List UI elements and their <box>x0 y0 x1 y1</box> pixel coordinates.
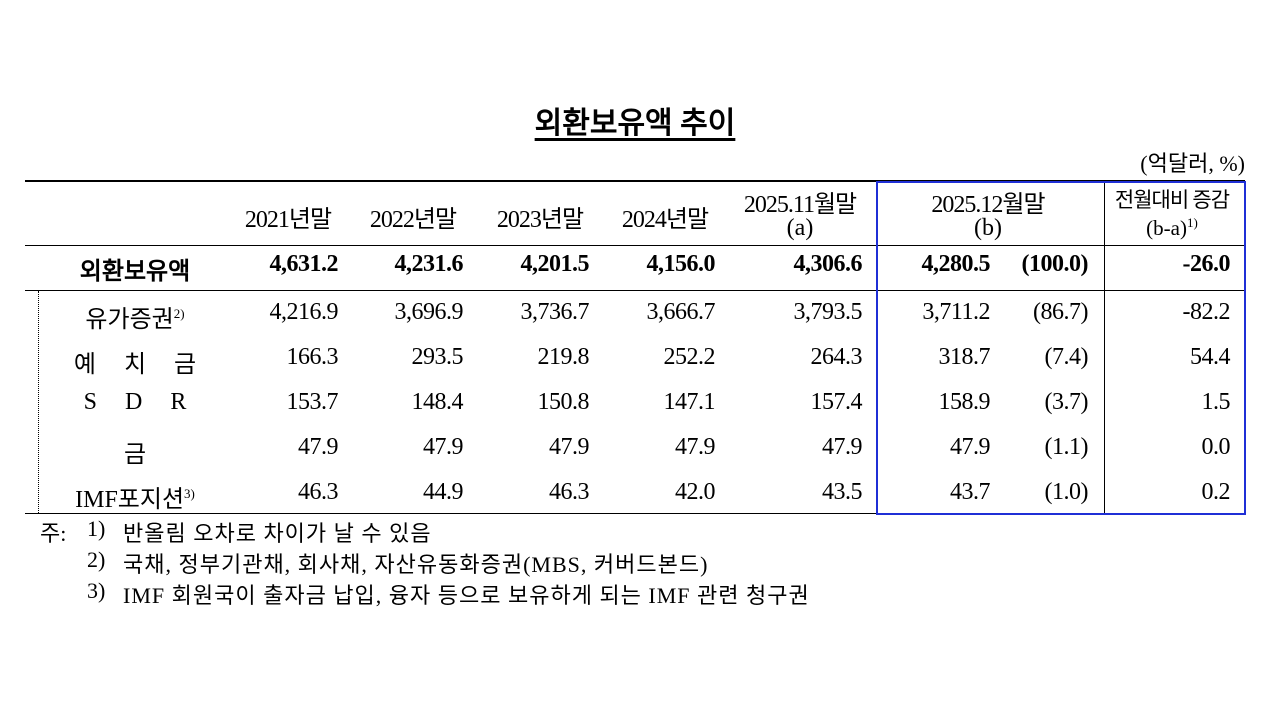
row-label: IMF포지션3) <box>40 479 230 514</box>
note-text: IMF 회원국이 출자금 납입, 융자 등으로 보유하게 되는 IMF 관련 청… <box>123 583 810 608</box>
cell: 47.9 <box>950 434 991 460</box>
cell: 4,306.6 <box>793 251 863 277</box>
row-label: S D R <box>40 389 230 416</box>
cell: 0.0 <box>1201 434 1231 460</box>
cell: (100.0) <box>1021 251 1089 277</box>
cell: 4,201.5 <box>520 251 590 277</box>
row-label-text: S D R <box>83 389 187 415</box>
cell: (1.0) <box>1044 479 1089 505</box>
row-label: 예 치 금 <box>40 344 230 379</box>
cell: 47.9 <box>822 434 863 460</box>
row-label-text: 유가증권 <box>85 307 174 333</box>
cell: 157.4 <box>810 389 863 415</box>
cell: 264.3 <box>810 344 863 370</box>
cell: 4,156.0 <box>646 251 716 277</box>
cell: 47.9 <box>549 434 590 460</box>
rule <box>25 290 1245 291</box>
cell: 4,216.9 <box>269 299 339 325</box>
cell: 318.7 <box>938 344 991 370</box>
row-label-text: 외환보유액 <box>79 259 191 285</box>
row-label: 외환보유액 <box>40 251 230 286</box>
column-header: (b-a)1) <box>1082 215 1262 241</box>
cell: 3,793.5 <box>793 299 863 325</box>
cell: 47.9 <box>298 434 339 460</box>
cell: 46.3 <box>298 479 339 505</box>
cell: 42.0 <box>675 479 716 505</box>
rule <box>38 291 39 513</box>
cell: 54.4 <box>1190 344 1231 370</box>
cell: 0.2 <box>1201 479 1231 505</box>
cell: 43.7 <box>950 479 991 505</box>
cell: 219.8 <box>537 344 590 370</box>
highlight-box <box>876 181 1246 515</box>
footnote-mark: 1) <box>1186 215 1198 230</box>
row-label-text: 금 <box>123 442 147 468</box>
rule <box>1104 182 1105 513</box>
row-label: 금 <box>40 434 230 469</box>
cell: -26.0 <box>1182 251 1231 277</box>
title: 외환보유액 추이 <box>534 107 736 140</box>
rule <box>25 180 1245 182</box>
cell: 166.3 <box>286 344 339 370</box>
cell: 44.9 <box>423 479 464 505</box>
cell: 3,736.7 <box>520 299 590 325</box>
cell: 1.5 <box>1201 389 1231 415</box>
cell: 158.9 <box>938 389 991 415</box>
note-text: 반올림 오차로 차이가 날 수 있음 <box>123 521 432 546</box>
cell: 153.7 <box>286 389 339 415</box>
cell: 4,631.2 <box>269 251 339 277</box>
cell: (3.7) <box>1044 389 1089 415</box>
cell: 3,666.7 <box>646 299 716 325</box>
footnote-mark: 2) <box>173 306 185 321</box>
cell: (7.4) <box>1044 344 1089 370</box>
rule <box>25 245 1245 246</box>
cell: 3,696.9 <box>394 299 464 325</box>
column-subheader: (a) <box>786 215 814 241</box>
row-label-text: 예 치 금 <box>73 352 197 378</box>
note-text: 국채, 정부기관채, 회사채, 자산유동화증권(MBS, 커버드본드) <box>123 552 709 577</box>
note-marker: 1) <box>87 516 106 541</box>
cell: 46.3 <box>549 479 590 505</box>
column-header: 전월대비 증감 <box>1114 188 1230 212</box>
cell: 4,231.6 <box>394 251 464 277</box>
cell: 148.4 <box>411 389 464 415</box>
column-subheader: (b-a) <box>1146 216 1187 240</box>
cell: (86.7) <box>1033 299 1088 325</box>
notes-label: 주: <box>40 521 67 546</box>
note-marker: 2) <box>87 547 106 572</box>
cell: 293.5 <box>411 344 464 370</box>
cell: 150.8 <box>537 389 590 415</box>
cell: 43.5 <box>822 479 863 505</box>
column-header: 2025.11월말 <box>743 192 857 218</box>
row-label-text: IMF포지션 <box>75 487 185 513</box>
column-header: (b) <box>898 215 1078 242</box>
cell: (1.1) <box>1044 434 1089 460</box>
footnote-mark: 3) <box>184 486 195 501</box>
cell: 47.9 <box>675 434 716 460</box>
column-header: 2025.12월말 <box>931 192 1045 218</box>
column-header: (a) <box>710 215 890 242</box>
column-header: 2023년말 <box>496 207 584 233</box>
unit: (억달러, %) <box>1140 151 1245 176</box>
cell: 4,280.5 <box>921 251 991 277</box>
column-header: 2021년말 <box>244 207 332 233</box>
rule <box>25 513 1245 514</box>
cell: 3,711.2 <box>922 299 990 325</box>
column-subheader: (b) <box>974 215 1002 241</box>
cell: 252.2 <box>663 344 716 370</box>
note-marker: 3) <box>87 578 106 603</box>
column-header: 2024년말 <box>621 207 709 233</box>
column-header: 2022년말 <box>369 207 457 233</box>
row-label: 유가증권2) <box>40 299 230 334</box>
cell: -82.2 <box>1182 299 1231 325</box>
cell: 47.9 <box>423 434 464 460</box>
cell: 147.1 <box>663 389 716 415</box>
